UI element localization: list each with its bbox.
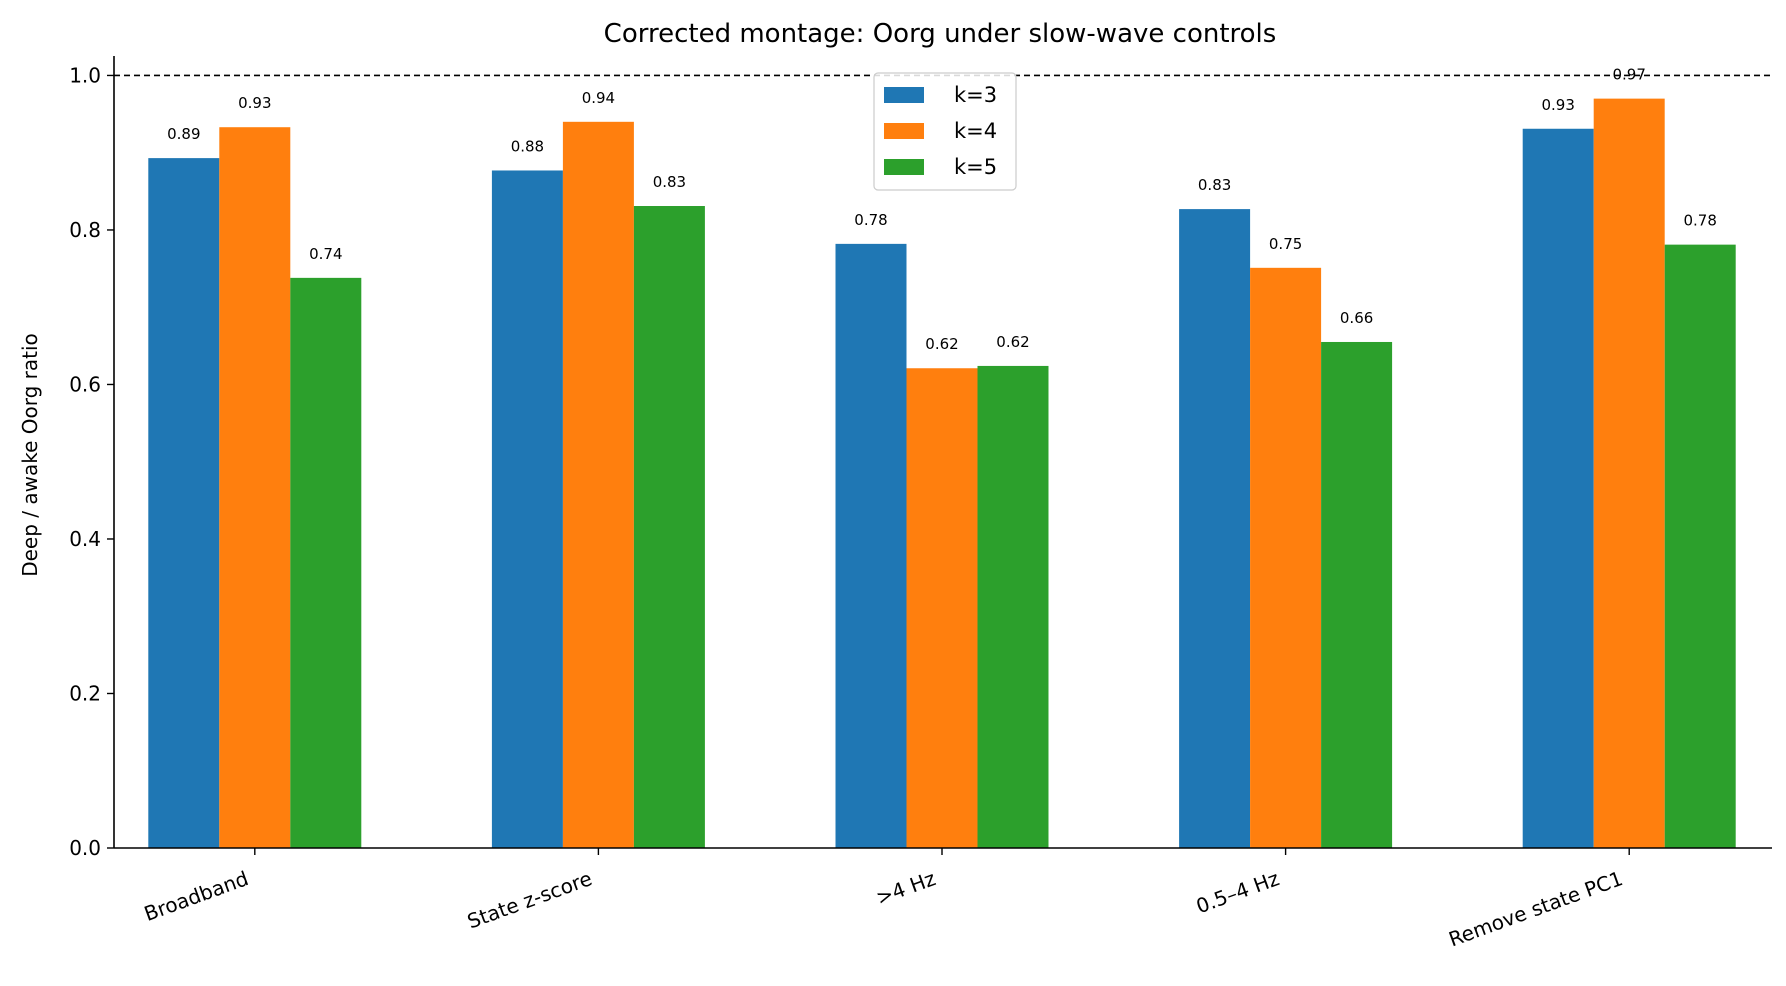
- data-label: 0.93: [1541, 96, 1574, 114]
- bar-k3-2: [835, 243, 907, 848]
- data-label: 0.78: [1683, 212, 1716, 230]
- y-tick-label: 0.4: [69, 527, 101, 551]
- chart-title: Corrected montage: Oorg under slow-wave …: [604, 19, 1277, 49]
- bar-k3-1: [491, 170, 563, 849]
- y-tick-label: 0.6: [69, 372, 101, 396]
- bar-k5-0: [290, 277, 362, 848]
- data-label: 0.75: [1269, 235, 1302, 253]
- y-tick-label: 0.8: [69, 218, 101, 242]
- data-label: 0.74: [309, 245, 342, 263]
- plot-area: 0.89 0.88 0.78 0.83 0.93 0.93 0.94 0.62 0.75 0.97…: [69, 56, 1772, 951]
- bar-k5-1: [633, 206, 705, 848]
- legend-swatch: [884, 159, 924, 175]
- bar-k4-0: [219, 127, 291, 848]
- bar-k4-3: [1250, 267, 1322, 848]
- data-label: 0.83: [653, 173, 686, 191]
- legend-label: k=4: [954, 119, 997, 143]
- y-tick-label: 0.2: [69, 681, 101, 705]
- data-label: 0.62: [996, 333, 1029, 351]
- bar-k5-4: [1664, 244, 1736, 848]
- data-label: 0.66: [1340, 309, 1373, 327]
- x-tick-label: Broadband: [141, 866, 252, 926]
- data-label: 0.83: [1198, 176, 1231, 194]
- bar-k4-1: [562, 121, 634, 848]
- x-tick-label: 0.5–4 Hz: [1193, 866, 1282, 918]
- data-label: 0.88: [511, 137, 544, 155]
- legend-swatch: [884, 87, 924, 103]
- bar-k4-2: [906, 368, 978, 848]
- y-axis-label: Deep / awake Oorg ratio: [18, 333, 42, 577]
- bar-k5-3: [1321, 341, 1393, 848]
- data-label: 0.97: [1612, 66, 1645, 84]
- data-label: 0.94: [582, 89, 615, 107]
- legend-label: k=3: [954, 83, 997, 107]
- bar-k3-4: [1522, 128, 1594, 849]
- bar-k3-0: [148, 158, 220, 849]
- bar-k3-3: [1179, 209, 1251, 849]
- x-tick-label: State z-score: [464, 866, 595, 933]
- y-tick-label: 1.0: [69, 63, 101, 87]
- data-label: 0.78: [854, 211, 887, 229]
- x-tick-label: Remove state PC1: [1445, 866, 1625, 951]
- data-label: 0.89: [167, 125, 200, 143]
- legend-swatch: [884, 123, 924, 139]
- y-tick-label: 0.0: [69, 836, 101, 860]
- bar-k5-2: [977, 365, 1049, 848]
- x-tick-label: >4 Hz: [873, 866, 939, 910]
- bar-k4-4: [1593, 98, 1665, 849]
- legend-label: k=5: [954, 155, 997, 179]
- data-label: 0.62: [925, 335, 958, 353]
- data-label: 0.93: [238, 94, 271, 112]
